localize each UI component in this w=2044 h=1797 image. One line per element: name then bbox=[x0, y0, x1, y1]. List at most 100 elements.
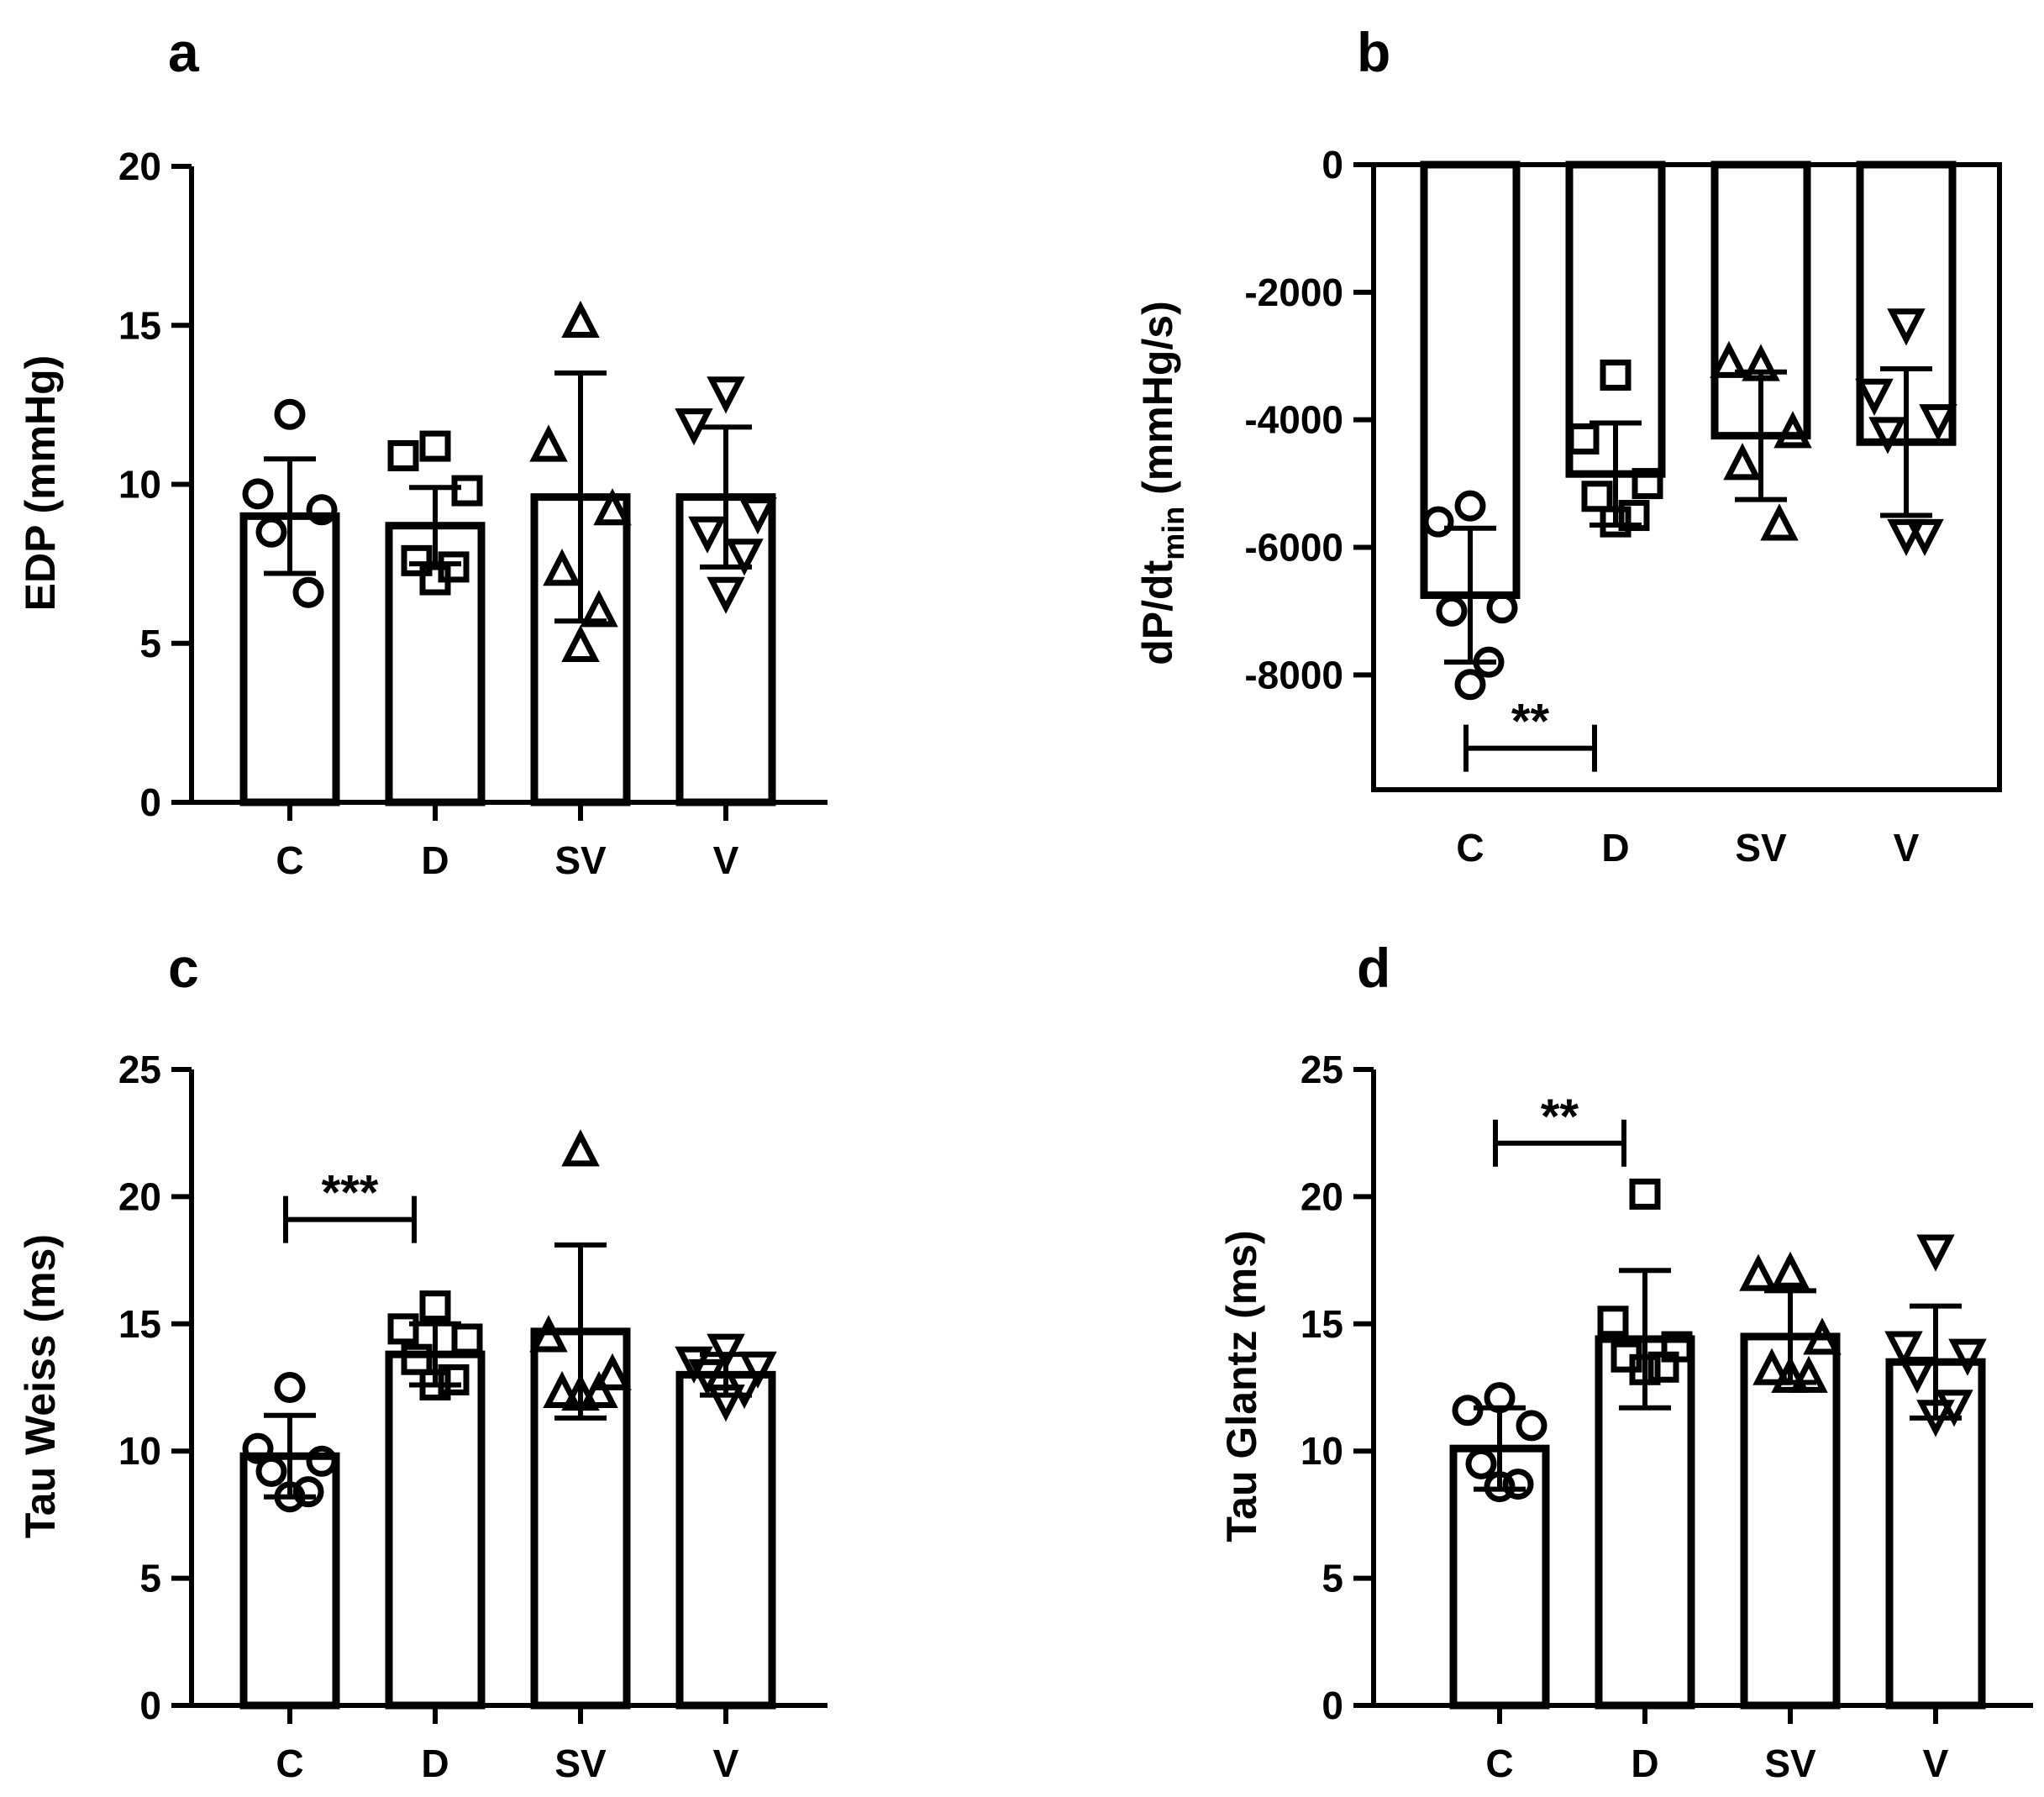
y-axis-label: Tau Weiss (ms) bbox=[17, 1234, 64, 1538]
data-point-sv bbox=[580, 1370, 618, 1409]
data-point-v bbox=[1887, 518, 1926, 556]
panel-letter: a bbox=[168, 21, 200, 83]
data-point-d bbox=[419, 430, 451, 462]
bar-v bbox=[675, 1370, 776, 1710]
y-tick-label: -6000 bbox=[1244, 526, 1343, 570]
data-point-sv bbox=[543, 549, 581, 586]
y-tick-label: 5 bbox=[139, 622, 161, 665]
x-tick-label-d: D bbox=[1601, 826, 1629, 870]
data-point-sv bbox=[1773, 411, 1812, 449]
data-point-d bbox=[1600, 360, 1632, 391]
data-point-d bbox=[451, 1323, 483, 1355]
data-point-v bbox=[1884, 1331, 1923, 1369]
data-point-d bbox=[419, 1290, 451, 1322]
data-point-c bbox=[1502, 1469, 1534, 1500]
x-tick-label-c: C bbox=[276, 1742, 303, 1785]
data-point-sv bbox=[543, 1370, 581, 1409]
data-point-sv bbox=[1739, 1253, 1778, 1291]
y-axis-label-main: dP/dt bbox=[1134, 560, 1181, 665]
x-tick-label-c: C bbox=[1485, 1742, 1513, 1785]
data-point-c bbox=[292, 576, 324, 608]
data-point-v bbox=[1916, 1234, 1955, 1272]
y-tick-label: 5 bbox=[139, 1557, 161, 1600]
y-tick-label: 0 bbox=[139, 780, 161, 824]
data-point-sv bbox=[593, 1353, 632, 1390]
data-point-sv bbox=[1803, 1317, 1842, 1355]
data-point-c bbox=[306, 494, 338, 526]
data-point-c bbox=[292, 1476, 324, 1508]
data-point-c bbox=[255, 516, 287, 548]
y-tick-label: 5 bbox=[1322, 1557, 1343, 1600]
y-tick-label: 20 bbox=[118, 1174, 161, 1218]
data-point-v bbox=[707, 576, 745, 614]
x-tick-label-v: V bbox=[713, 838, 739, 882]
significance-label: ** bbox=[1511, 695, 1550, 749]
y-axis-label-unit: (mmHg/s) bbox=[1134, 301, 1181, 506]
x-tick-label-v: V bbox=[713, 1742, 739, 1785]
data-point-v bbox=[707, 376, 745, 414]
data-point-c bbox=[1452, 1395, 1484, 1427]
data-point-sv bbox=[561, 1129, 600, 1167]
y-tick-label: 15 bbox=[118, 1302, 161, 1346]
y-tick-label: 15 bbox=[1300, 1302, 1343, 1346]
data-point-c bbox=[1465, 1448, 1497, 1479]
panel-a: a 0 5 10 15 20 C D SV V EDP (mmHg) bbox=[17, 21, 828, 882]
y-tick-label: 10 bbox=[118, 1429, 161, 1473]
data-point-d bbox=[419, 564, 451, 596]
data-point-v bbox=[725, 539, 764, 576]
y-axis-label-subscript: min bbox=[1156, 507, 1190, 560]
y-tick-label: 20 bbox=[118, 144, 161, 188]
data-point-c bbox=[1454, 669, 1486, 701]
data-point-v bbox=[1919, 404, 1957, 442]
data-point-v bbox=[738, 497, 777, 535]
data-point-d bbox=[451, 475, 483, 507]
data-point-sv bbox=[1723, 443, 1762, 481]
panel-c: c 0 5 10 15 20 25 C D SV V Tau Weiss (ms) *** bbox=[17, 937, 828, 1785]
data-point-c bbox=[242, 478, 274, 510]
data-point-d bbox=[1568, 423, 1600, 455]
panels: a 0 5 10 15 20 C D SV V EDP (mmHg) b 0 -2000 -4000 -600… bbox=[17, 21, 2033, 1785]
data-point-c bbox=[274, 398, 306, 430]
data-point-c bbox=[306, 1445, 338, 1477]
data-point-d bbox=[401, 1343, 433, 1375]
x-tick-label-v: V bbox=[1923, 1742, 1949, 1785]
panel-letter: b bbox=[1357, 21, 1390, 83]
data-point-sv bbox=[1771, 1251, 1810, 1289]
data-point-sv bbox=[561, 300, 600, 338]
data-point-d bbox=[387, 1313, 419, 1345]
data-point-sv bbox=[529, 1315, 568, 1353]
y-tick-label: 0 bbox=[1322, 143, 1343, 187]
y-tick-label: 25 bbox=[1300, 1048, 1343, 1091]
y-axis-label: dP/dtmin (mmHg/s) bbox=[1134, 301, 1190, 665]
data-point-v bbox=[688, 516, 727, 554]
data-point-sv bbox=[529, 424, 568, 462]
data-point-sv bbox=[580, 590, 618, 628]
x-tick-label-sv: SV bbox=[554, 1742, 607, 1785]
data-point-c bbox=[255, 1455, 287, 1487]
data-point-sv bbox=[1760, 503, 1799, 541]
x-tick-label-d: D bbox=[421, 838, 449, 882]
data-point-sv bbox=[1710, 340, 1748, 378]
data-point-d bbox=[438, 1364, 470, 1395]
data-point-d bbox=[1632, 468, 1663, 500]
data-point-d bbox=[1647, 1351, 1679, 1383]
data-point-v bbox=[1948, 1338, 1987, 1376]
y-tick-label: -8000 bbox=[1244, 653, 1343, 696]
x-tick-label-c: C bbox=[276, 838, 303, 882]
y-axis-label: Tau Glantz (ms) bbox=[1218, 1230, 1265, 1542]
y-tick-label: 10 bbox=[118, 463, 161, 507]
y-tick-label: 0 bbox=[1322, 1684, 1343, 1727]
data-point-d bbox=[1581, 481, 1613, 512]
y-tick-label: -4000 bbox=[1244, 398, 1343, 442]
data-point-v bbox=[738, 1351, 777, 1389]
data-point-v bbox=[1898, 1356, 1936, 1394]
data-point-sv bbox=[561, 624, 600, 663]
y-tick-label: 15 bbox=[118, 303, 161, 347]
x-tick-label-c: C bbox=[1456, 826, 1484, 870]
y-tick-label: 10 bbox=[1300, 1429, 1343, 1473]
data-point-c bbox=[274, 1372, 306, 1403]
x-tick-label-sv: SV bbox=[1764, 1742, 1816, 1785]
y-tick-label: 20 bbox=[1300, 1174, 1343, 1218]
y-tick-label: -2000 bbox=[1244, 271, 1343, 314]
data-point-v bbox=[707, 1333, 745, 1371]
